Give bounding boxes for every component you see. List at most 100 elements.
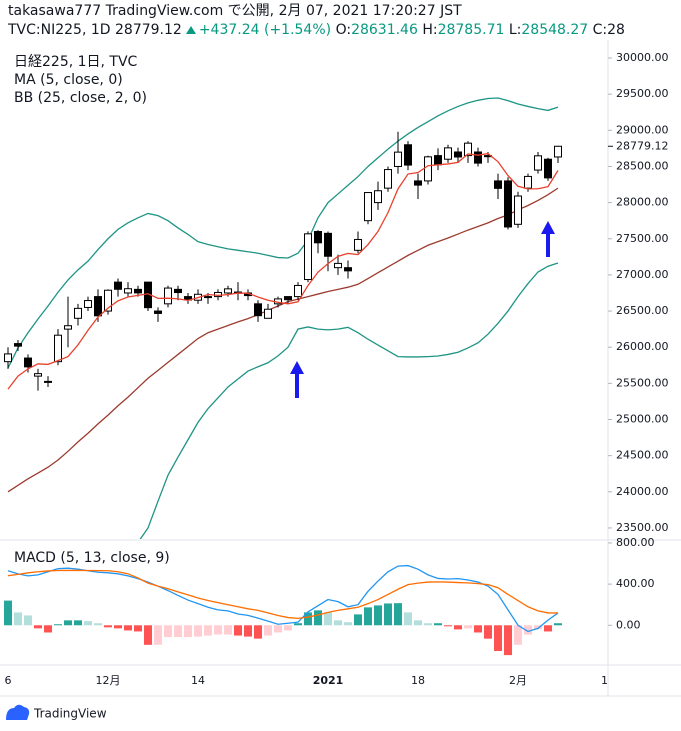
y-tick-label: 23500.00 [616,521,669,534]
histogram-bar [214,625,222,635]
histogram-bar [404,612,412,626]
bb-lower [139,262,559,539]
brand: TradingView [33,707,107,721]
x-tick-label: 2021 [313,674,344,687]
histogram-bar [504,625,512,656]
candle-body [4,353,12,363]
macd-legend: MACD (5, 13, close, 9) [14,550,170,566]
open-value: 28631.46 [351,22,418,38]
up-triangle [185,26,196,34]
histogram-bar [394,603,402,626]
y-tick-label: 400.00 [616,577,655,590]
candle-body [204,296,212,299]
histogram-bar [104,625,112,628]
candle-body [104,289,112,312]
change: +437.24 (+1.54%) [198,22,332,38]
candle-body [314,231,322,244]
close-label: C:28 [592,22,625,38]
histogram-bar [554,623,562,626]
histogram-bar [204,625,212,636]
y-tick-label: 24000.00 [616,485,669,498]
y-tick-label: 28000.00 [616,196,669,209]
histogram-bar [84,621,92,626]
candle-body [124,288,132,294]
histogram-bar [134,625,142,632]
header-line1: takasawa777 TradingView.com で公開, 2月 07, … [8,3,462,19]
histogram-bar [334,620,342,626]
bb-basis [7,187,559,493]
x-tick-label: 1 [601,674,608,687]
histogram-bar [114,625,122,629]
candle-body [284,296,292,301]
histogram-bar [474,625,482,633]
candle-body [264,308,272,319]
histogram-bar [184,625,192,638]
arrow [541,221,555,257]
histogram-bar [164,625,172,638]
histogram-bar [364,607,372,626]
histogram-bar [434,623,442,626]
high-label: H: [422,22,438,38]
histogram-bar [234,625,242,636]
header-line2: TVC:NI225, 1D 28779.12 +437.24 (+1.54%) O… [8,21,681,40]
candle-body [354,238,362,251]
histogram-bar [174,625,182,638]
histogram-bar [94,623,102,626]
candle-body [414,180,422,186]
candle-body [444,147,452,160]
x-tick-label: 6 [5,674,12,687]
price-pane [4,97,562,539]
candle-body [404,144,412,166]
candle-body [434,155,442,166]
histogram-bar [444,625,452,627]
histogram-bar [414,620,422,626]
histogram-bar [244,625,252,637]
histogram-bar [484,625,492,639]
histogram-bar [294,623,302,626]
y-tick-label: 29500.00 [616,87,669,100]
histogram-bar [514,625,522,645]
histogram-bar [274,625,282,633]
macd-line [7,564,559,633]
x-tick-label: 18 [411,674,425,687]
histogram-bar [374,605,382,626]
histogram-bar [354,614,362,626]
ma-line [7,152,559,390]
bb-legend: BB (25, close, 2, 0) [14,90,147,106]
candle-body [24,357,32,368]
histogram-bar [124,625,132,631]
low-label: L: [508,22,522,38]
candle-body [74,307,82,319]
candle-body [64,325,72,330]
candle-body [54,334,62,363]
y-tick-label: 25500.00 [616,376,669,389]
candle-body [494,180,502,189]
x-tick-label: 2月 [509,674,527,687]
y-tick-label: 29000.00 [616,123,669,136]
candle-body [504,180,512,228]
histogram-bar [54,624,62,626]
candle-body [514,195,522,225]
histogram-bar [524,625,532,635]
signal-line [7,569,558,620]
histogram-bar [344,622,352,626]
histogram-bar [534,625,542,630]
candle-body [154,310,162,314]
y-tick-label: 800.00 [616,536,655,549]
histogram-bar [464,625,472,629]
x-tick-label: 14 [191,674,205,687]
candle-body [344,267,352,272]
arrow [290,361,304,398]
histogram-bar [34,625,42,629]
candle-body [554,145,562,158]
histogram-bar [64,620,72,626]
axes: 30000.00 29500.00 29000.00 28500.00 28000.00… [5,51,669,687]
histogram-bar [144,625,152,645]
candle-body [14,343,22,347]
low-value: 28548.27 [521,22,589,38]
candle-body [34,373,42,377]
candle-body [364,192,372,222]
histogram-bar [24,615,32,626]
candle-body [164,287,172,305]
